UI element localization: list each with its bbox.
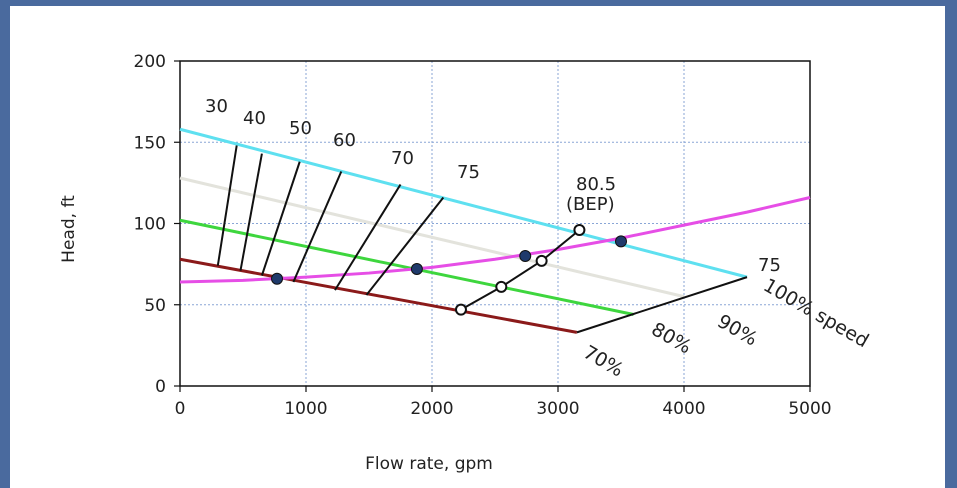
efficiency-line: [260, 161, 301, 276]
grid: [180, 61, 810, 386]
efficiency-line: [365, 196, 445, 296]
speed-label: 90%: [714, 310, 762, 350]
efficiency-label: 70: [391, 148, 414, 169]
pump-performance-chart: 0 1000 2000 3000 4000 5000 0 50 100 150 200 30 40 50 6…: [59, 52, 873, 474]
efficiency-line: [576, 276, 748, 334]
pump-curve-line: [179, 176, 685, 299]
y-tick-label: 0: [155, 377, 166, 397]
system-curve-line: [179, 196, 811, 284]
x-tick-label: 3000: [536, 399, 579, 419]
markers: [271, 224, 627, 316]
efficiency-line: [334, 183, 402, 291]
operating-point: [519, 250, 532, 262]
operating-point: [271, 272, 284, 285]
operating-point: [615, 235, 627, 248]
bep-point: [495, 280, 508, 293]
bep-efficiency-label: 80.5: [576, 174, 616, 195]
pump-curve-line: [179, 127, 748, 279]
bep-point: [573, 224, 586, 236]
speed-label: 70%: [580, 341, 628, 381]
y-tick-label: 200: [134, 52, 166, 72]
efficiency-label: 40: [243, 108, 266, 129]
efficiency-label: 60: [333, 130, 356, 151]
x-axis-title: Flow rate, gpm: [365, 454, 493, 474]
x-tick-label: 5000: [788, 399, 831, 419]
efficiency-label: 75: [758, 255, 781, 276]
x-tick-label: 4000: [662, 399, 705, 419]
y-axis-title: Head, ft: [59, 195, 79, 263]
efficiency-label: 30: [205, 96, 228, 117]
pump-curve-line: [179, 257, 578, 334]
labels: 0 1000 2000 3000 4000 5000 0 50 100 150 200 30 40 50 6…: [134, 52, 873, 419]
pump-curve-line: [179, 218, 634, 316]
efficiency-line: [239, 153, 263, 271]
efficiency-label: 75: [457, 162, 480, 183]
y-tick-label: 150: [134, 133, 166, 153]
y-tick-label: 50: [144, 296, 166, 316]
efficiency-line: [216, 145, 238, 266]
bep-point: [535, 254, 548, 267]
x-tick-label: 1000: [284, 399, 327, 419]
plot-border: [179, 60, 811, 387]
axes: [174, 60, 811, 392]
speed-label: 80%: [648, 318, 696, 358]
efficiency-line: [292, 171, 343, 283]
speed-label: 100% speed: [760, 274, 873, 352]
bep-point: [454, 303, 467, 316]
efficiency-line: [460, 229, 581, 311]
y-tick-label: 100: [134, 215, 166, 235]
bep-label: (BEP): [566, 194, 615, 215]
operating-point: [410, 263, 423, 275]
chart-panel: 0 1000 2000 3000 4000 5000 0 50 100 150 200 30 40 50 6…: [10, 6, 945, 488]
x-tick-label: 0: [175, 399, 186, 419]
curves: [179, 127, 811, 334]
efficiency-label: 50: [289, 118, 312, 139]
x-tick-label: 2000: [410, 399, 453, 419]
